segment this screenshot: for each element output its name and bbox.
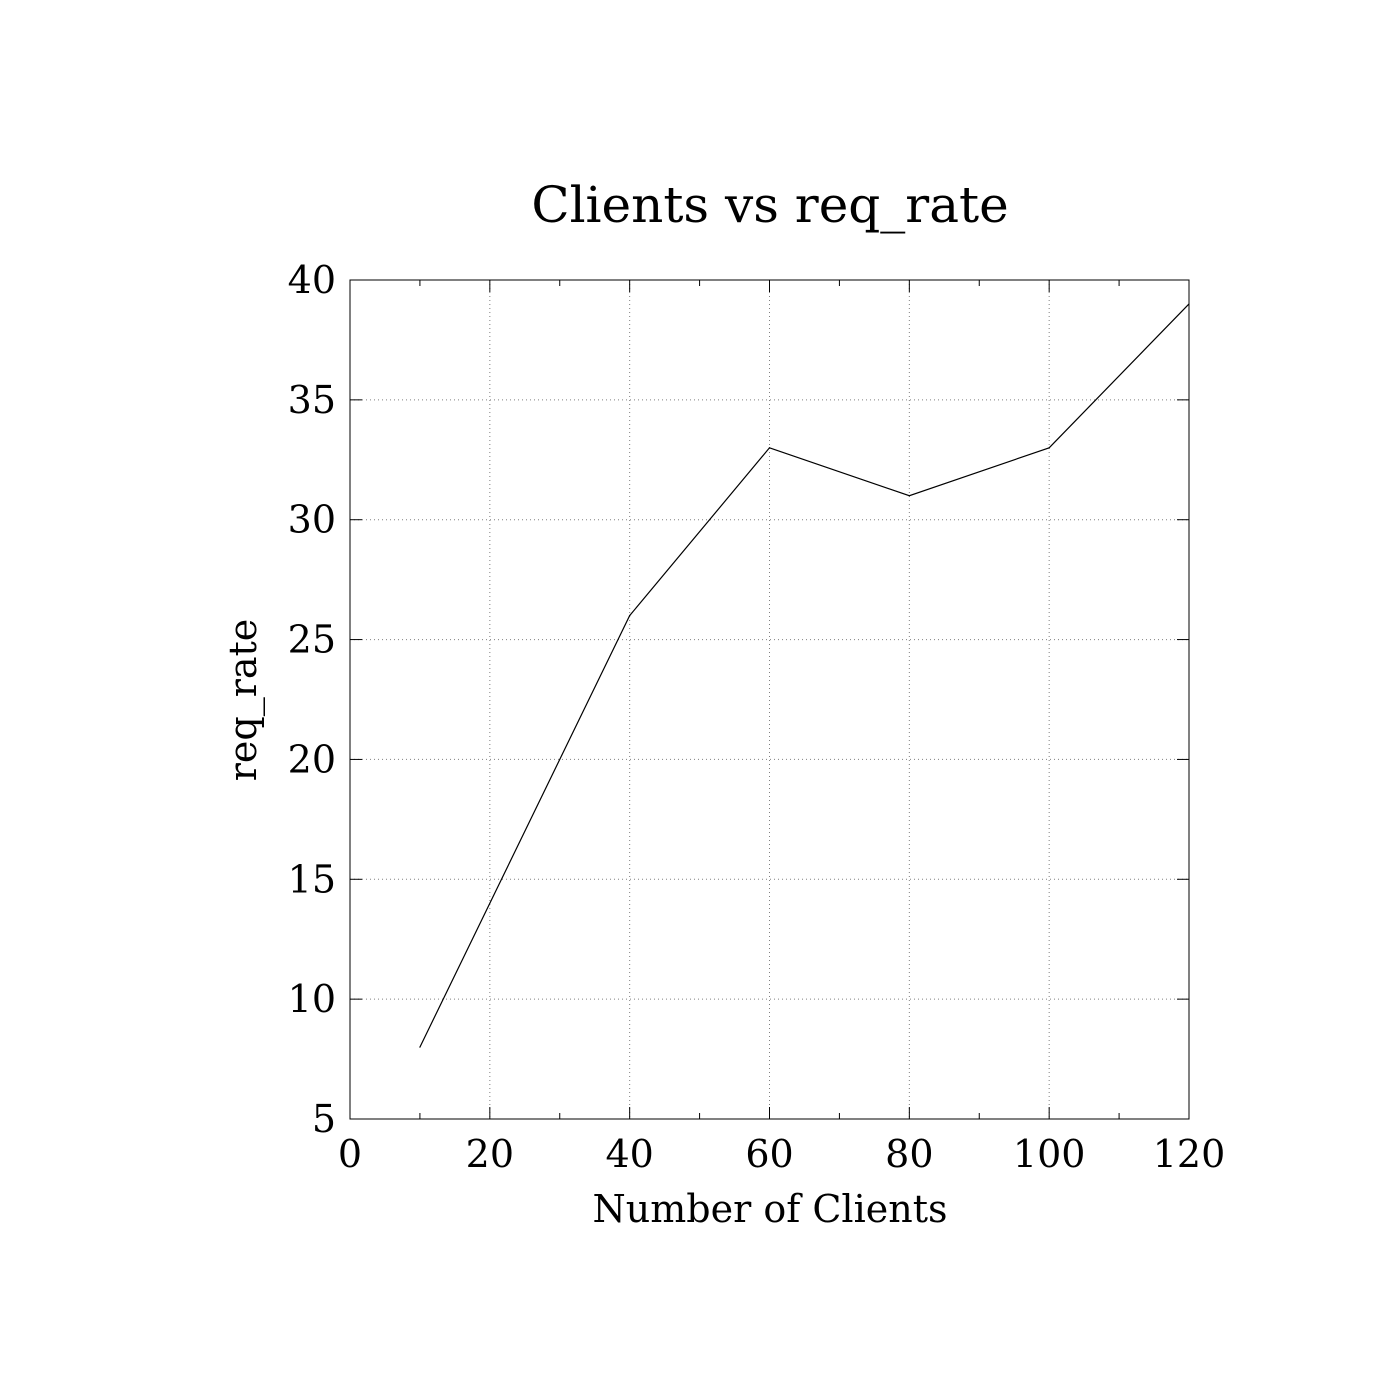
x-axis-label: Number of Clients — [593, 1187, 948, 1231]
y-tick-label: 15 — [288, 857, 336, 901]
plot-frame — [349, 279, 1190, 1120]
data-point — [629, 615, 631, 617]
x-tick-label: 40 — [605, 1132, 653, 1176]
y-tick-label: 20 — [288, 737, 336, 781]
y-tick-label: 5 — [312, 1097, 336, 1141]
x-tick-label: 60 — [745, 1132, 793, 1176]
data-point — [908, 495, 910, 497]
data-series — [419, 303, 1190, 1048]
x-tick-label: 120 — [1153, 1132, 1226, 1176]
tick-marks — [349, 279, 1190, 1120]
y-tick-label: 35 — [288, 378, 336, 422]
data-point — [768, 447, 771, 449]
data-point — [419, 1046, 421, 1048]
y-tick-label: 40 — [288, 258, 336, 302]
x-tick-label: 100 — [1013, 1132, 1086, 1176]
x-tick-label: 0 — [338, 1132, 362, 1176]
series-line — [419, 303, 1190, 1048]
y-axis-label: req_rate — [221, 619, 266, 782]
x-tick-labels: 0 20 40 60 80 100 120 — [338, 1132, 1225, 1176]
data-point — [1188, 303, 1190, 305]
y-tick-label: 30 — [288, 498, 336, 542]
y-tick-label: 10 — [288, 977, 336, 1021]
y-tick-labels: 5 10 15 20 25 30 35 40 — [288, 258, 336, 1141]
y-tick-label: 25 — [288, 618, 336, 662]
chart-title: Clients vs req_rate — [531, 176, 1008, 234]
x-tick-label: 80 — [885, 1132, 933, 1176]
grid-lines — [350, 280, 1189, 1119]
x-tick-label: 20 — [466, 1132, 514, 1176]
data-point — [1048, 447, 1050, 449]
